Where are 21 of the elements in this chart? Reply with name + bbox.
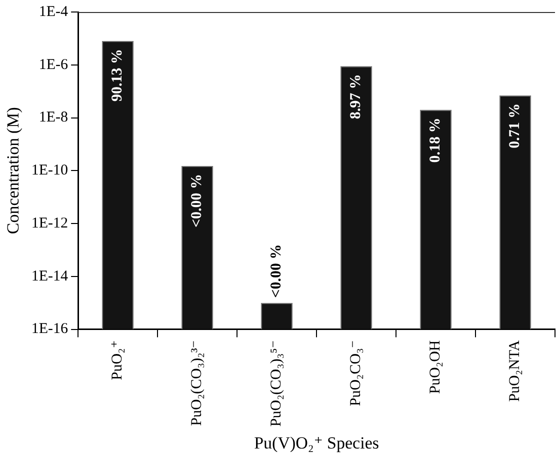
y-tick-label: 1E-14 (31, 268, 69, 284)
y-tick-label: 1E-10 (31, 162, 68, 179)
y-axis-title: Concentration (M) (4, 107, 23, 234)
y-tick-label: 1E-6 (38, 56, 69, 73)
y-tick-label: 1E-4 (38, 4, 69, 20)
annotation: <0.00 % (189, 174, 206, 228)
x-tick-label: PuO₂OH (428, 340, 444, 394)
x-tick-label: PuO₂(CO₃)₂³⁻ (189, 340, 206, 426)
annotation: 90.13 % (110, 49, 126, 102)
annotation: 0.18 % (428, 118, 444, 163)
y-tick-label: 1E-16 (31, 321, 69, 338)
annotation: <0.00 % (268, 244, 285, 298)
x-tick-label: PuO₂NTA (507, 340, 524, 402)
annotation: 8.97 % (348, 74, 364, 120)
x-axis-title: Pu(V)O₂⁺ Species (254, 433, 379, 452)
x-tick-label: PuO₂(CO₃)₃⁵⁻ (268, 340, 285, 427)
y-tick-label: 1E-12 (31, 215, 68, 232)
x-tick-label: PuO₂CO₃⁻ (348, 340, 364, 406)
annotation: 0.71 % (507, 103, 524, 148)
y-tick-label: 1E-8 (38, 110, 68, 126)
x-tick-label: PuO₂⁺ (110, 340, 126, 380)
